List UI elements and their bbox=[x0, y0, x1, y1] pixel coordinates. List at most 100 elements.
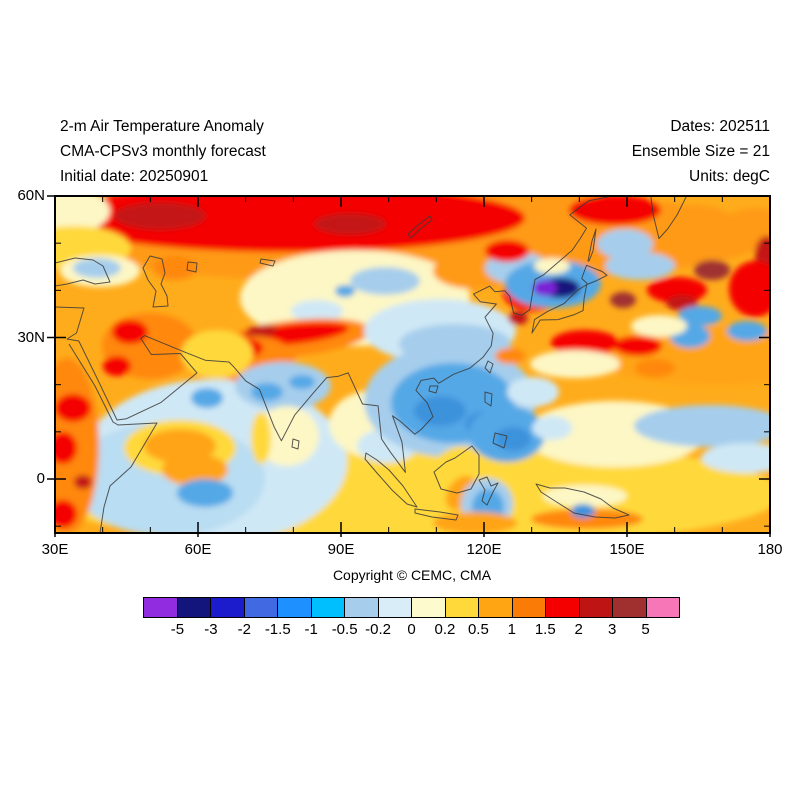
colorbar bbox=[143, 597, 680, 618]
colorbar-cell bbox=[144, 598, 178, 617]
colorbar-cell bbox=[311, 598, 345, 617]
anomaly-blob bbox=[251, 412, 271, 464]
colorbar-cell bbox=[512, 598, 546, 617]
model-name: CMA-CPSv3 monthly forecast bbox=[60, 143, 266, 160]
title-block-right: Dates: 202511 Ensemble Size = 21 Units: … bbox=[632, 114, 770, 189]
anomaly-blob bbox=[112, 320, 148, 344]
colorbar-level-label: 5 bbox=[641, 621, 650, 638]
anomaly-blob bbox=[191, 388, 223, 408]
anomaly-blob bbox=[103, 356, 131, 376]
anomaly-blob bbox=[162, 454, 228, 486]
units: Units: degC bbox=[689, 168, 770, 185]
y-tick-label: 0 bbox=[36, 470, 45, 487]
anomaly-blob bbox=[485, 240, 529, 262]
y-tick-label: 30N bbox=[17, 328, 45, 346]
coastline-hainan bbox=[428, 385, 439, 394]
colorbar-level-label: -0.5 bbox=[331, 621, 358, 638]
anomaly-blob bbox=[533, 280, 557, 296]
coastline-eurasia-south bbox=[55, 196, 613, 473]
colorbar-cell bbox=[211, 598, 245, 617]
colorbar-cell bbox=[412, 598, 446, 617]
coastline-lake-baikal bbox=[407, 215, 433, 239]
colorbar-level-label: 0.2 bbox=[434, 621, 456, 638]
anomaly-blob bbox=[530, 350, 620, 378]
anomaly-blob bbox=[597, 229, 653, 259]
anomaly-blob bbox=[659, 205, 731, 237]
anomaly-blob bbox=[414, 396, 466, 426]
anomaly-blob bbox=[251, 383, 283, 401]
coastline-sumatra bbox=[364, 452, 418, 508]
anomaly-blob bbox=[114, 202, 206, 230]
anomaly-blob bbox=[73, 258, 121, 278]
coastlines bbox=[55, 196, 688, 533]
colorbar-level-label: 0.5 bbox=[467, 621, 489, 638]
anomaly-blob bbox=[647, 277, 707, 303]
anomaly-blob bbox=[495, 427, 531, 451]
anomaly-blob bbox=[635, 359, 675, 377]
anomaly-blob bbox=[543, 485, 627, 507]
anomaly-blob bbox=[291, 300, 343, 322]
coastline-sulawesi bbox=[478, 476, 499, 506]
anomaly-blob bbox=[569, 196, 661, 225]
anomaly-blob bbox=[314, 213, 386, 235]
anomaly-blob bbox=[694, 260, 730, 280]
x-tick-label: 180 bbox=[757, 541, 783, 558]
coastline-new-guinea bbox=[535, 483, 630, 519]
valid-dates: Dates: 202511 bbox=[670, 118, 770, 135]
colorbar-cell bbox=[579, 598, 613, 617]
colorbar-level-label: -1.5 bbox=[264, 621, 291, 638]
colorbar-cell bbox=[613, 598, 647, 617]
colorbar-level-label: -1 bbox=[304, 621, 318, 638]
anomaly-blob bbox=[729, 261, 770, 317]
colorbar-cell bbox=[244, 598, 278, 617]
x-tick-label: 30E bbox=[41, 541, 69, 558]
anomaly-blob bbox=[350, 267, 420, 295]
colorbar-level-label: -3 bbox=[204, 621, 218, 638]
coastline-aral-sea bbox=[186, 261, 198, 273]
anomaly-blob bbox=[55, 394, 91, 422]
anomaly-blob bbox=[571, 504, 595, 518]
anomaly-blob bbox=[255, 406, 319, 466]
x-tick-label: 120E bbox=[466, 541, 502, 558]
title-block-left: 2-m Air Temperature Anomaly CMA-CPSv3 mo… bbox=[60, 114, 266, 189]
coastline-mindanao bbox=[492, 432, 508, 449]
anomaly-map bbox=[47, 195, 771, 537]
anomaly-blob bbox=[55, 196, 110, 235]
anomaly-blob bbox=[678, 306, 722, 326]
colorbar-cell bbox=[278, 598, 312, 617]
colorbar-cell bbox=[445, 598, 479, 617]
anomaly-blob bbox=[614, 336, 662, 356]
anomaly-blob bbox=[610, 292, 636, 308]
anomaly-blob bbox=[235, 362, 331, 410]
coastline-luzon bbox=[484, 391, 493, 407]
colorbar-level-label: 2 bbox=[574, 621, 583, 638]
anomaly-blob bbox=[55, 500, 77, 528]
anomaly-blob bbox=[177, 479, 233, 507]
x-tick-label: 150E bbox=[609, 541, 645, 558]
map-frame bbox=[54, 195, 771, 534]
anomaly-blob bbox=[551, 330, 619, 356]
anomaly-blob bbox=[74, 475, 92, 489]
anomaly-blob bbox=[727, 321, 767, 341]
anomaly-blob bbox=[55, 432, 77, 464]
colorbar-cell bbox=[177, 598, 211, 617]
plot-title: 2-m Air Temperature Anomaly bbox=[60, 118, 264, 135]
anomaly-blob bbox=[507, 377, 559, 407]
coastline-lake-balkhash bbox=[259, 258, 276, 267]
anomaly-blob bbox=[605, 252, 675, 280]
coastline-sri-lanka bbox=[291, 438, 300, 450]
y-tick-label: 60N bbox=[17, 187, 45, 204]
coastline-black-sea bbox=[55, 257, 111, 287]
colorbar-level-label: -5 bbox=[170, 621, 185, 638]
anomaly-blob bbox=[532, 416, 572, 440]
coastline-java bbox=[414, 508, 459, 521]
colorbar-cell bbox=[378, 598, 412, 617]
map-canvas bbox=[47, 195, 771, 537]
coastline-caspian-sea bbox=[142, 255, 169, 308]
anomaly-blob bbox=[246, 324, 278, 338]
initial-date: Initial date: 20250901 bbox=[60, 168, 209, 185]
colorbar-level-label: -0.2 bbox=[365, 621, 391, 638]
coastline-taiwan bbox=[484, 360, 494, 374]
anomaly-blob bbox=[534, 258, 570, 274]
colorbar-level-label: 1 bbox=[507, 621, 516, 638]
